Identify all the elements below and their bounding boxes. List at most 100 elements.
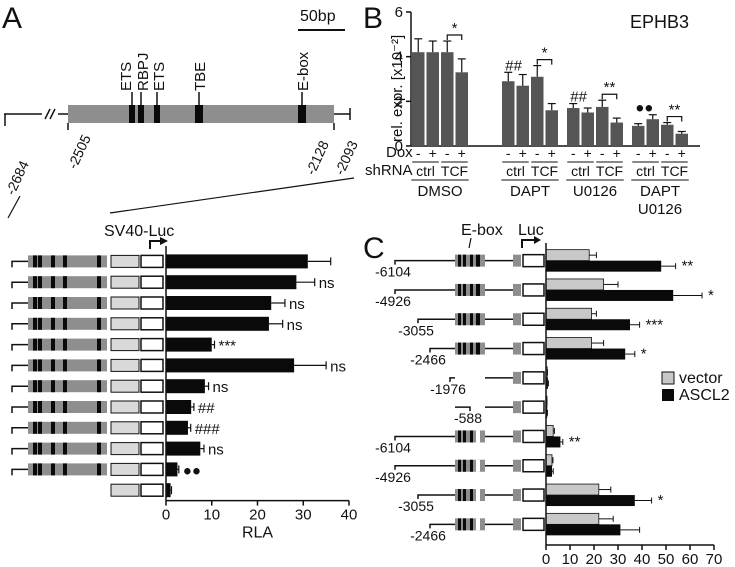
c-construct-line (417, 494, 455, 500)
b-group-label-4: U0126 (638, 201, 682, 218)
a-significance-10: ns (208, 442, 224, 459)
site-ebox (298, 105, 306, 123)
a-construct-line (11, 323, 28, 330)
c-xtick-label: 10 (562, 551, 579, 567)
c-proximal-box (513, 313, 521, 326)
a-site (97, 359, 101, 372)
a-significance-9: ### (195, 421, 221, 438)
site-label-tbe: TBE (192, 62, 209, 91)
c-construct-line (449, 377, 455, 382)
b-bar-3-1 (567, 108, 580, 146)
c-xtick-label: 60 (682, 551, 699, 567)
a-sv40-box (110, 317, 140, 331)
a-significance-5: *** (218, 338, 236, 355)
a-xtick-label: 10 (203, 507, 220, 524)
c-bar-vector-4 (545, 337, 592, 349)
a-construct-line (11, 302, 28, 309)
c-bar-ascl2-5 (546, 377, 548, 389)
b-bar-4-4 (675, 133, 688, 146)
b-group-label-3: U0126 (573, 183, 617, 200)
a-site (97, 463, 101, 476)
c-construct-1 (394, 253, 545, 268)
a-site (97, 317, 101, 330)
a-construct-line (11, 343, 28, 351)
c-row-label-3: -3055 (398, 322, 434, 338)
c-construct-line (417, 318, 455, 324)
a-construct-2 (11, 275, 164, 289)
a-promoter-box (28, 359, 107, 372)
c-site (470, 254, 473, 267)
site-ets-2 (154, 105, 160, 123)
c-ebox-label: E-box (461, 222, 503, 239)
c-bar-ascl2-2 (546, 289, 674, 301)
b-dox-sign: + (613, 145, 621, 161)
scale-bar-label: 50bp (300, 8, 336, 25)
a-xlabel: RLA (242, 525, 273, 542)
c-xtick-label: 20 (586, 551, 603, 567)
c-proximal-box (513, 430, 521, 443)
a-site (38, 463, 42, 476)
site-label-ebox: E-box (295, 51, 312, 91)
a-site (33, 297, 37, 309)
a-xtick-label: 40 (341, 507, 358, 524)
a-sv40-box (110, 442, 140, 456)
b-ytick-label: 0 (395, 138, 403, 155)
position-label-1: -2684 (2, 158, 32, 197)
c-site (458, 459, 461, 472)
a-site (38, 297, 42, 309)
b-bar-3-2 (581, 112, 594, 146)
c-site (463, 313, 466, 326)
promoter-map: 50bp ETS RBPJ ETS TBE E-box -2684 -2505 … (2, 8, 361, 219)
c-row-label-2: -4926 (375, 293, 411, 309)
b-group-label-2: DAPT (510, 183, 550, 200)
a-sv40-box (110, 483, 140, 497)
a-site (51, 359, 55, 372)
b-dox-sign: + (649, 145, 657, 161)
c-luc-box (522, 400, 545, 414)
a-significance-8: ## (198, 400, 215, 417)
c-significance-3: *** (646, 316, 664, 333)
a-promoter-box (28, 255, 107, 268)
a-site (33, 255, 37, 268)
b-significance-2: * (542, 45, 548, 62)
b-bar-1-3 (441, 52, 454, 147)
b-shrna-tcf: TCF (661, 163, 688, 179)
a-luc-box (140, 254, 164, 269)
b-bar-4-3 (661, 124, 674, 146)
a-bar-7 (166, 379, 205, 394)
a-promoter-box (28, 317, 107, 330)
b-group-mark-2: ## (505, 57, 522, 74)
a-sv40-box (110, 462, 140, 476)
c-ebox-site (476, 254, 480, 267)
b-shrna-ctrl: ctrl (506, 163, 525, 179)
a-bar-2 (166, 275, 297, 290)
c-row-label-7: -6104 (375, 439, 411, 455)
c-bar-ascl2-1 (546, 260, 662, 272)
legend-ascl2-swatch (662, 389, 674, 401)
c-site (458, 254, 461, 267)
c-construct-line (394, 465, 455, 470)
a-site (33, 442, 37, 455)
b-significance-1: * (452, 20, 458, 37)
panel-label-c: C (363, 232, 385, 265)
a-promoter-box (28, 463, 107, 476)
b-dox-sign: + (429, 145, 437, 161)
c-proximal-box (513, 518, 521, 531)
a-construct-line (11, 406, 28, 413)
c-site (470, 430, 473, 443)
b-dox-label: Dox (386, 144, 413, 161)
a-site (97, 421, 101, 434)
a-site (33, 380, 37, 393)
a-site (38, 421, 42, 434)
c-bar-ascl2-7 (546, 436, 561, 448)
c-luc-box (522, 253, 545, 268)
c-ebox-site (476, 489, 480, 502)
a-construct-label: SV40-Luc (104, 223, 174, 240)
c-construct-8 (394, 459, 545, 473)
c-site (470, 283, 473, 296)
c-row-label-6: -588 (454, 410, 482, 426)
c-luc-box (522, 371, 545, 385)
a-luc-box (140, 379, 164, 393)
a-construct-line (11, 385, 28, 393)
a-site (63, 297, 67, 309)
